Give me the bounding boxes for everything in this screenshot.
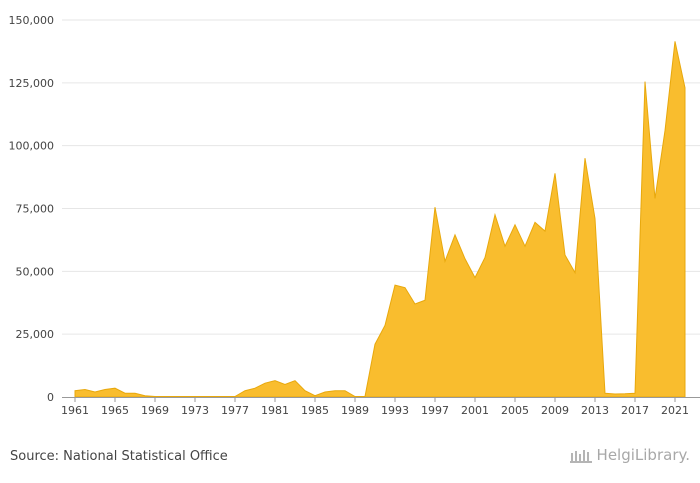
x-tick-label: 2013 (581, 404, 609, 417)
x-tick-label: 1973 (181, 404, 209, 417)
x-axis-labels: 1961 1965 1969 1973 1977 1981 1985 1989 1993 1997… (61, 404, 689, 417)
x-tick-label: 1989 (341, 404, 369, 417)
x-tick-label: 1965 (101, 404, 129, 417)
x-tick-label: 1981 (261, 404, 289, 417)
y-tick-label: 0 (47, 391, 54, 404)
x-tick-label: 1977 (221, 404, 249, 417)
x-tick-label: 2001 (461, 404, 489, 417)
x-tick-label: 1997 (421, 404, 449, 417)
y-tick-label: 150,000 (9, 14, 55, 27)
brand-logo: HelgiLibrary. (569, 446, 690, 464)
x-tick-label: 1993 (381, 404, 409, 417)
area-chart: 0 25,000 50,000 75,000 100,000 125,000 150,000… (9, 14, 700, 417)
x-tick-label: 1969 (141, 404, 169, 417)
footer: Source: National Statistical Office Helg… (0, 430, 700, 483)
x-tick-label: 1961 (61, 404, 89, 417)
x-tick-label: 2005 (501, 404, 529, 417)
x-tick-label: 2021 (661, 404, 689, 417)
x-tick-label: 2009 (541, 404, 569, 417)
area-series (74, 41, 686, 398)
y-tick-label: 50,000 (16, 265, 55, 278)
x-axis (62, 397, 700, 402)
y-axis-labels: 0 25,000 50,000 75,000 100,000 125,000 150,000 (9, 14, 55, 404)
gridlines (62, 19, 700, 335)
y-tick-label: 25,000 (16, 328, 55, 341)
y-tick-label: 125,000 (9, 77, 55, 90)
y-tick-label: 75,000 (16, 203, 55, 216)
y-tick-label: 100,000 (9, 140, 55, 153)
source-text: Source: National Statistical Office (10, 449, 228, 464)
brand-name: HelgiLibrary. (596, 446, 690, 464)
library-icon (569, 450, 592, 463)
x-tick-label: 1985 (301, 404, 329, 417)
area-fill (74, 41, 686, 398)
x-tick-label: 2017 (621, 404, 649, 417)
